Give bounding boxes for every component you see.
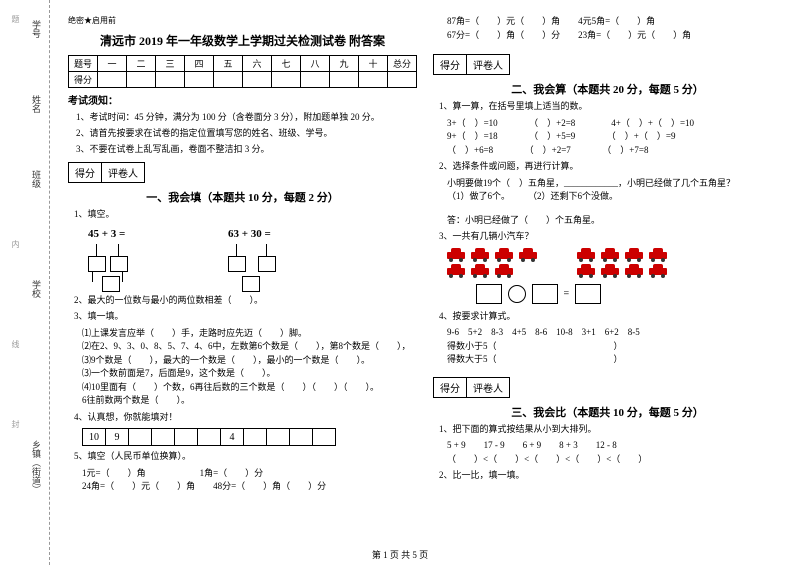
exam-title: 清远市 2019 年一年级数学上学期过关检测试卷 附答案: [68, 32, 417, 49]
car-icon: [625, 248, 647, 262]
score-table: 题号一二三四五六七八九十总分 得分: [68, 55, 417, 88]
car-icon: [471, 264, 493, 278]
question-3: 3、填一填。: [74, 310, 417, 324]
s2-question-4: 4、按要求计算式。: [439, 310, 782, 324]
instruction-item: 3、不要在试卷上乱写乱画，卷面不整洁扣 3 分。: [76, 142, 417, 155]
s2-question-3: 3、一共有几辆小汽车？: [439, 230, 782, 244]
s3-question-2: 2、比一比，填一填。: [439, 469, 782, 483]
instructions-header: 考试须知：: [68, 92, 417, 107]
s2-question-2: 2、选择条件或问题，再进行计算。: [439, 160, 782, 174]
page-footer: 第 1 页 共 5 页: [0, 548, 800, 561]
section-score-box: 得分评卷人: [433, 377, 510, 398]
left-column: 绝密★启用前 清远市 2019 年一年级数学上学期过关检测试卷 附答案 题号一二…: [60, 15, 425, 560]
car-icon: [471, 248, 493, 262]
margin-label: 班级: [30, 170, 43, 188]
car-icon: [577, 248, 599, 262]
question-1: 1、填空。: [74, 208, 417, 222]
section-score-box: 得分评卷人: [68, 162, 145, 183]
number-sequence: 1094: [82, 428, 417, 446]
margin-note: 线: [10, 340, 21, 348]
instruction-item: 2、请首先按要求在试卷的指定位置填写您的姓名、班级、学号。: [76, 126, 417, 139]
car-icon: [601, 264, 623, 278]
right-column: 87角=（ ）元（ ）角 4元5角=（ ）角 67分=（ ）角（ ）分 23角=…: [425, 15, 790, 560]
car-icon: [649, 264, 671, 278]
car-icon: [601, 248, 623, 262]
section-1-title: 一、我会填（本题共 10 分，每题 2 分）: [68, 189, 417, 205]
section-2-title: 二、我会算（本题共 20 分，每题 5 分）: [433, 81, 782, 97]
binding-margin: 题 学号 姓名 班级 内 学校 线 封 乡镇（街道）: [0, 0, 50, 565]
car-icon: [447, 264, 469, 278]
section-score-box: 得分评卷人: [433, 54, 510, 75]
car-equation: =: [473, 284, 782, 304]
car-icon: [495, 264, 517, 278]
margin-note: 内: [10, 240, 21, 248]
question-4: 4、认真想，你就能填对！: [74, 411, 417, 425]
car-diagram: [447, 248, 782, 278]
margin-label: 乡镇（街道）: [30, 440, 43, 494]
margin-note: 封: [10, 420, 21, 428]
confidential-label: 绝密★启用前: [68, 15, 417, 26]
content-area: 绝密★启用前 清远市 2019 年一年级数学上学期过关检测试卷 附答案 题号一二…: [50, 0, 800, 565]
car-icon: [447, 248, 469, 262]
car-icon: [577, 264, 599, 278]
section-3-title: 三、我会比（本题共 10 分，每题 5 分）: [433, 404, 782, 420]
car-icon: [625, 264, 647, 278]
tree-diagrams: 45 + 3 = 63 + 30 =: [88, 228, 417, 288]
question-5: 5、填空（人民币单位换算）。: [74, 450, 417, 464]
margin-label: 学号: [30, 20, 43, 38]
car-icon: [495, 248, 517, 262]
margin-label: 姓名: [30, 95, 43, 113]
question-2: 2、最大的一位数与最小的两位数相差（ ）。: [74, 294, 417, 308]
car-icon: [519, 248, 541, 262]
car-icon: [649, 248, 671, 262]
s2-question-1: 1、算一算，在括号里填上适当的数。: [439, 100, 782, 114]
margin-note: 题: [10, 15, 21, 23]
instruction-item: 1、考试时间：45 分钟，满分为 100 分（含卷面分 3 分），附加题单独 2…: [76, 110, 417, 123]
s3-question-1: 1、把下面的算式按结果从小到大排列。: [439, 423, 782, 437]
margin-label: 学校: [30, 280, 43, 298]
